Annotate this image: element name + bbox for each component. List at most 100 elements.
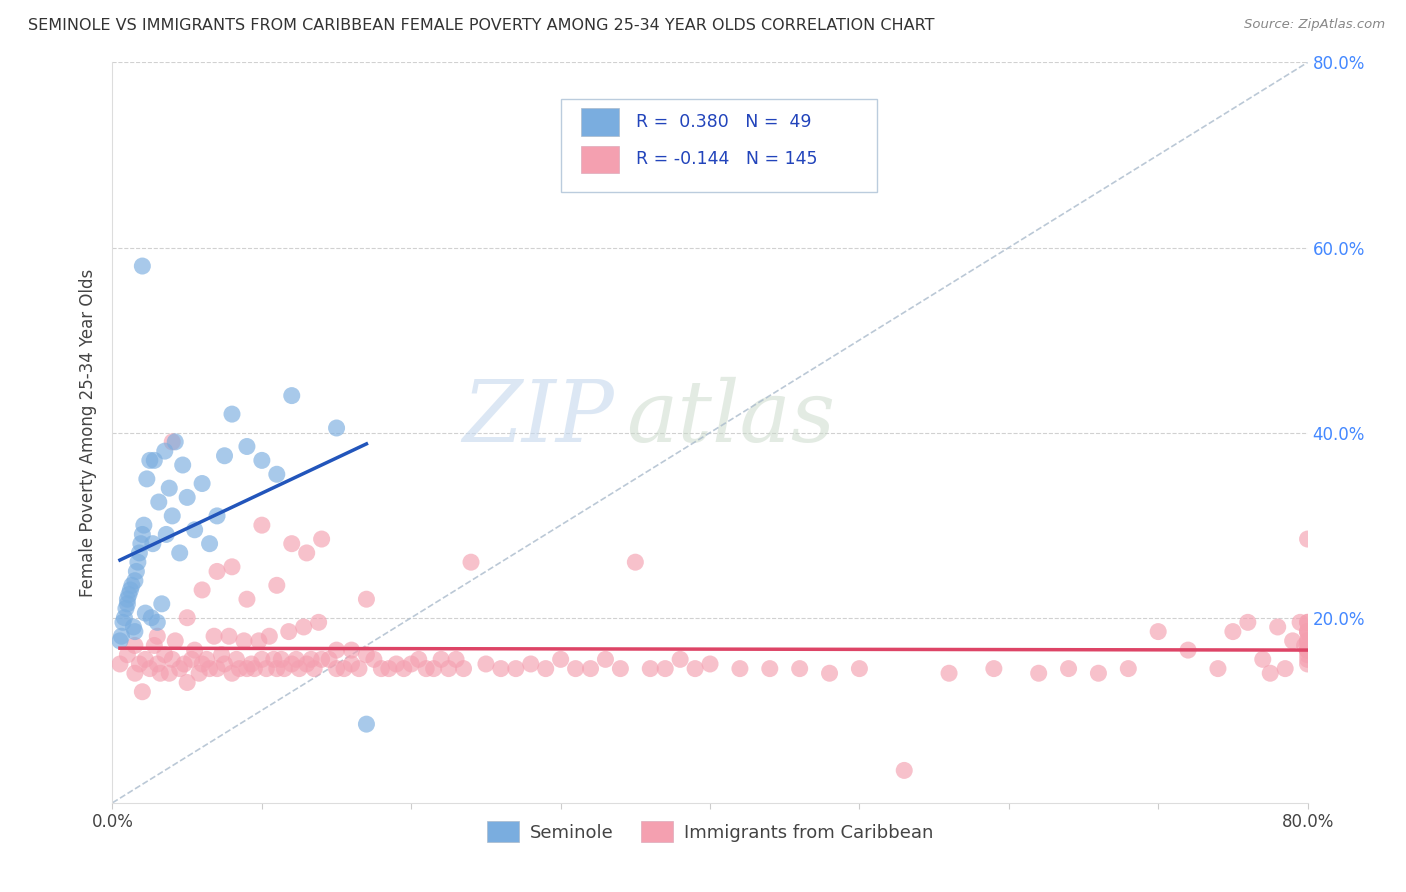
Point bbox=[139, 453, 162, 467]
Point bbox=[162, 434, 183, 449]
Point bbox=[155, 527, 177, 541]
Point bbox=[128, 657, 150, 671]
Point bbox=[1206, 662, 1229, 676]
Point bbox=[273, 662, 295, 676]
Point bbox=[1177, 643, 1199, 657]
Text: R = -0.144   N = 145: R = -0.144 N = 145 bbox=[636, 151, 817, 169]
Point bbox=[640, 662, 662, 676]
Point bbox=[848, 662, 870, 676]
Text: atlas: atlas bbox=[627, 376, 835, 459]
Point bbox=[564, 662, 586, 676]
Point bbox=[115, 601, 138, 615]
Point bbox=[142, 536, 165, 550]
Point bbox=[1222, 624, 1244, 639]
Point bbox=[654, 662, 676, 676]
Point bbox=[131, 685, 153, 699]
Point bbox=[111, 615, 134, 630]
Point bbox=[595, 652, 617, 666]
Point bbox=[120, 582, 142, 597]
Point bbox=[146, 629, 169, 643]
Point bbox=[340, 657, 363, 671]
Point bbox=[205, 662, 228, 676]
Point bbox=[195, 652, 218, 666]
Point bbox=[191, 582, 214, 597]
Point bbox=[422, 662, 444, 676]
Point bbox=[1118, 662, 1140, 676]
Point bbox=[183, 523, 205, 537]
Point bbox=[534, 662, 557, 676]
Point bbox=[211, 648, 233, 662]
Point bbox=[401, 657, 423, 671]
Point bbox=[759, 662, 782, 676]
Point bbox=[250, 453, 273, 467]
Point bbox=[302, 662, 325, 676]
Point bbox=[236, 440, 259, 454]
Point bbox=[363, 652, 385, 666]
Point bbox=[1296, 633, 1319, 648]
Point bbox=[221, 559, 243, 574]
Point bbox=[430, 652, 453, 666]
Point bbox=[191, 657, 214, 671]
Point bbox=[453, 662, 475, 676]
Point bbox=[277, 624, 299, 639]
Point bbox=[333, 662, 356, 676]
Point bbox=[266, 578, 288, 592]
Point bbox=[1281, 633, 1303, 648]
Point bbox=[311, 652, 333, 666]
Point bbox=[281, 536, 304, 550]
Point bbox=[1296, 652, 1319, 666]
Point bbox=[288, 662, 311, 676]
Point bbox=[415, 662, 437, 676]
Point bbox=[1057, 662, 1080, 676]
Point bbox=[124, 624, 146, 639]
Point bbox=[162, 652, 183, 666]
Point bbox=[250, 518, 273, 533]
Point bbox=[295, 546, 318, 560]
Point bbox=[1147, 624, 1170, 639]
Point bbox=[153, 444, 176, 458]
Point bbox=[624, 555, 647, 569]
Point bbox=[683, 662, 706, 676]
Point bbox=[146, 657, 169, 671]
Point bbox=[188, 666, 211, 681]
Point bbox=[191, 476, 214, 491]
Point bbox=[1237, 615, 1260, 630]
Point bbox=[124, 639, 146, 653]
Point bbox=[1296, 643, 1319, 657]
FancyBboxPatch shape bbox=[581, 108, 619, 136]
Point bbox=[117, 592, 139, 607]
FancyBboxPatch shape bbox=[581, 145, 619, 173]
Point bbox=[124, 574, 146, 588]
Text: ZIP: ZIP bbox=[463, 376, 614, 459]
Point bbox=[118, 588, 141, 602]
Point bbox=[347, 662, 370, 676]
Point bbox=[228, 662, 250, 676]
Point bbox=[1296, 624, 1319, 639]
Point bbox=[444, 652, 467, 666]
Point bbox=[117, 648, 139, 662]
Y-axis label: Female Poverty Among 25-34 Year Olds: Female Poverty Among 25-34 Year Olds bbox=[79, 268, 97, 597]
Point bbox=[108, 657, 131, 671]
Point bbox=[114, 610, 135, 624]
Point bbox=[172, 458, 194, 472]
Point bbox=[202, 629, 225, 643]
Point bbox=[437, 662, 460, 676]
Point bbox=[385, 657, 408, 671]
Point bbox=[356, 717, 378, 731]
Point bbox=[125, 565, 148, 579]
Point bbox=[311, 532, 333, 546]
Point bbox=[520, 657, 543, 671]
Point bbox=[818, 666, 841, 681]
Point bbox=[505, 662, 527, 676]
Point bbox=[225, 652, 247, 666]
Point bbox=[129, 536, 152, 550]
Text: R =  0.380   N =  49: R = 0.380 N = 49 bbox=[636, 113, 811, 131]
Point bbox=[132, 518, 155, 533]
Point bbox=[205, 565, 228, 579]
Point bbox=[475, 657, 498, 671]
Point bbox=[1251, 652, 1274, 666]
Point bbox=[728, 662, 751, 676]
Point bbox=[165, 633, 187, 648]
Point bbox=[153, 648, 176, 662]
Point bbox=[1289, 615, 1312, 630]
